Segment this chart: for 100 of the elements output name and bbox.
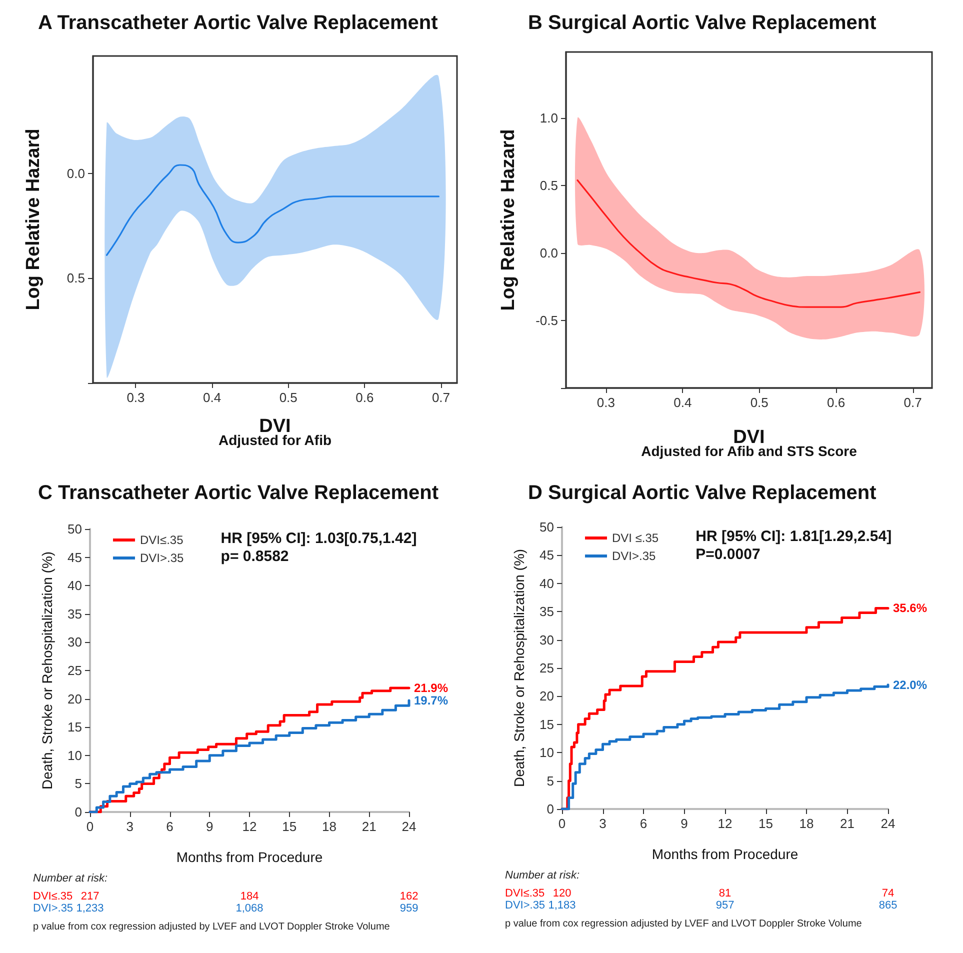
text: DVI>.35 <box>33 902 74 914</box>
y-tick-label: 5 <box>74 776 82 792</box>
x-tick-label: 24 <box>402 819 416 834</box>
y-tick-label: 30 <box>68 634 82 650</box>
x-axis-title: Months from Procedure <box>176 849 323 865</box>
text: 74 <box>882 888 894 900</box>
chart-title: B Surgical Aortic Valve Replacement <box>528 12 877 34</box>
text: 81 <box>718 888 732 900</box>
text: 1,233 <box>76 902 104 914</box>
text: 1,068 <box>236 902 264 914</box>
x-tick-label: 0.4 <box>203 390 222 405</box>
y-tick-label: 10 <box>540 745 554 760</box>
x-tick-label: 0.6 <box>356 390 374 405</box>
annotation: HR [95% CI]: 1.81[1.29,2.54] <box>696 528 892 545</box>
y-tick-label: 20 <box>540 688 554 704</box>
text: 184 <box>240 890 259 902</box>
y-tick-label: 0.5 <box>66 270 85 286</box>
x-tick-label: 0.7 <box>432 390 450 405</box>
legend-label: DVI ≤.35 <box>612 531 659 545</box>
x-tick-label: 0.5 <box>750 395 768 410</box>
text: Adjusted for Afib <box>218 432 332 448</box>
y-tick-label: 35 <box>540 604 554 620</box>
y-tick-label: -0.5 <box>536 313 558 328</box>
text: p value from cox regression adjusted by LVEF and LVOT Doppler Stroke Volume <box>505 918 862 930</box>
text: Adjusted for Afib and STS Score <box>641 443 858 459</box>
y-axis-title: Log Relative Hazard <box>498 129 519 311</box>
text: DVI≤.35 <box>505 888 545 900</box>
y-tick-label: 0.5 <box>540 178 558 194</box>
chart-title: A Transcatheter Aortic Valve Replacement <box>38 12 438 34</box>
y-tick-label: 25 <box>68 663 82 678</box>
y-tick-label: 0.0 <box>66 166 85 181</box>
y-tick-label: 40 <box>540 576 554 591</box>
text: 162 <box>400 890 418 902</box>
x-tick-label: 21 <box>840 816 854 831</box>
x-tick-label: 21 <box>362 819 376 834</box>
y-tick-label: 0 <box>546 802 554 816</box>
y-tick-label: 35 <box>68 606 82 622</box>
y-tick-label: 20 <box>68 691 82 706</box>
x-tick-label: 15 <box>758 816 773 831</box>
text: 217 <box>80 890 100 902</box>
text: 120 <box>552 888 572 900</box>
text: 865 <box>878 900 898 912</box>
x-tick-label: 24 <box>880 816 896 831</box>
x-tick-label: 9 <box>206 819 214 834</box>
y-tick-label: 25 <box>540 660 554 676</box>
x-tick-label: 18 <box>322 819 336 834</box>
x-tick-label: 3 <box>599 816 606 831</box>
y-tick-label: 10 <box>68 748 82 763</box>
data-label: 21.9% <box>414 681 448 696</box>
y-tick-label: 45 <box>540 548 554 563</box>
x-tick-label: 9 <box>680 816 688 831</box>
text: Number at risk: <box>33 872 108 884</box>
legend-label: DVI≤.35 <box>140 533 184 547</box>
x-tick-label: 12 <box>242 819 257 834</box>
annotation: HR [95% CI]: 1.03[0.75,1.42] <box>220 530 417 547</box>
x-tick-label: 15 <box>282 819 297 834</box>
x-tick-label: 3 <box>126 819 134 834</box>
y-tick-label: 40 <box>68 578 82 594</box>
text: 957 <box>716 900 734 912</box>
y-tick-label: 30 <box>540 632 554 648</box>
y-tick-label: 15 <box>540 716 554 732</box>
text: DVI≤.35 <box>33 890 73 902</box>
y-tick-label: 50 <box>68 522 82 536</box>
legend-label: DVI>.35 <box>612 549 656 563</box>
x-tick-label: 0.5 <box>279 390 298 405</box>
x-tick-label: 0.4 <box>674 395 692 410</box>
data-label: 22.0% <box>893 678 928 692</box>
y-tick-label: 0 <box>74 804 82 820</box>
x-tick-label: 6 <box>166 819 174 834</box>
y-axis-title: Log Relative Hazard <box>23 128 44 310</box>
data-label: 19.7% <box>414 694 448 708</box>
text: Number at risk: <box>505 870 580 882</box>
text: 959 <box>400 902 418 914</box>
y-axis-title: Death, Stroke or Rehospitalization (%) <box>511 548 527 788</box>
annotation: P=0.0007 <box>696 546 760 563</box>
x-tick-label: 0.3 <box>596 395 615 410</box>
y-tick-label: 0.0 <box>540 246 558 261</box>
chart-title: C Transcatheter Aortic Valve Replacement <box>38 482 439 504</box>
y-tick-label: 1.0 <box>540 110 558 126</box>
x-axis-title: Months from Procedure <box>652 846 798 862</box>
text: p value from cox regression adjusted by LVEF and LVOT Doppler Stroke Volume <box>33 922 390 932</box>
x-tick-label: 0.7 <box>904 395 922 410</box>
y-tick-label: 45 <box>68 550 82 565</box>
x-tick-label: 18 <box>799 816 814 831</box>
x-tick-label: 0.3 <box>126 390 145 405</box>
y-tick-label: 50 <box>540 520 554 534</box>
x-tick-label: 6 <box>640 816 648 831</box>
legend-label: DVI>.35 <box>140 551 184 565</box>
y-axis-title: Death, Stroke or Rehospitalization (%) <box>39 551 55 790</box>
text: DVI>.35 <box>505 900 546 912</box>
x-tick-label: 0.6 <box>827 395 846 410</box>
annotation: p= 0.8582 <box>220 548 289 565</box>
x-tick-label: 12 <box>718 816 732 831</box>
data-label: 35.6% <box>893 601 928 616</box>
y-tick-label: 15 <box>68 720 82 735</box>
line-series <box>576 179 921 308</box>
y-tick-label: 5 <box>546 773 554 788</box>
chart-title: D Surgical Aortic Valve Replacement <box>528 482 877 504</box>
line-series <box>106 164 440 256</box>
text: 1,183 <box>548 900 576 912</box>
